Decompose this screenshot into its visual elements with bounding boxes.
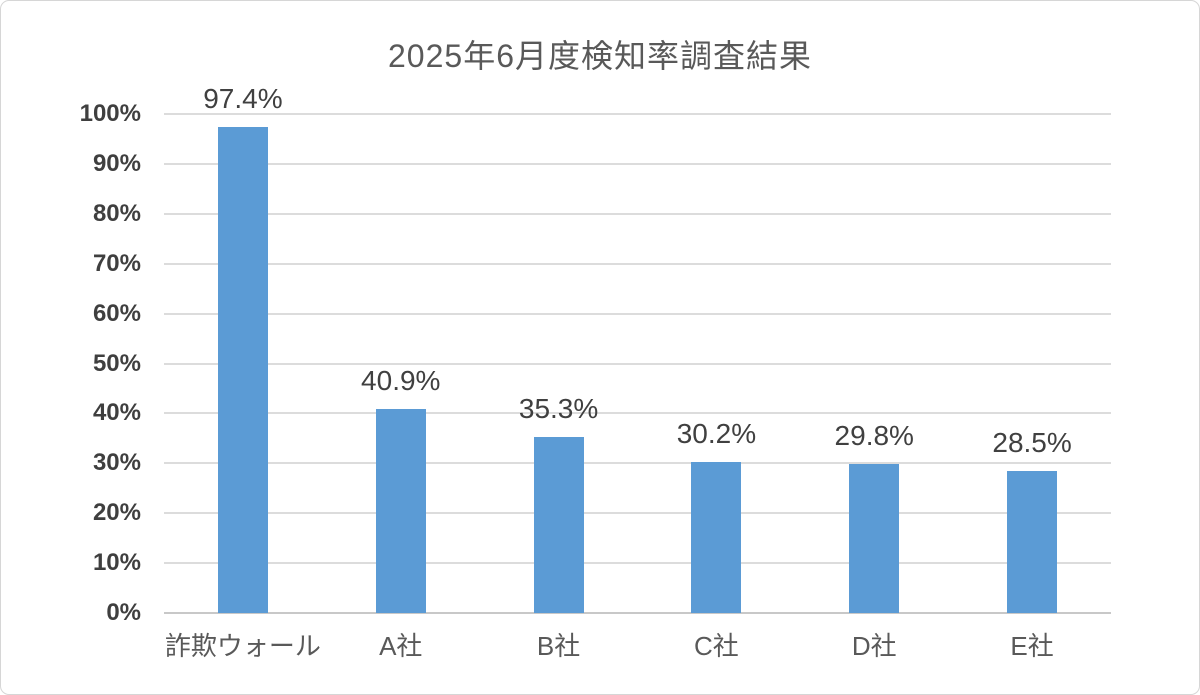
gridline: [164, 262, 1111, 265]
bar-value-label: 28.5%: [992, 427, 1072, 458]
chart-bar: [217, 127, 268, 613]
y-tick-label: 70%: [92, 249, 141, 277]
gridline: [164, 462, 1111, 465]
x-tick-label: 詐欺ウォール: [164, 631, 321, 661]
chart-bar: [533, 437, 584, 613]
y-tick-label: 0%: [106, 599, 141, 626]
y-tick-label: 60%: [92, 299, 141, 327]
y-tick-label: 100%: [79, 100, 141, 127]
gridline: [164, 412, 1111, 415]
y-tick-label: 50%: [92, 349, 141, 377]
gridline: [164, 113, 1111, 115]
chart-bar: [691, 462, 742, 613]
chart-bar: [1007, 471, 1058, 613]
bar-value-label: 30.2%: [676, 418, 757, 449]
x-tick-label: B社: [536, 631, 581, 661]
x-tick-label: D社: [851, 631, 897, 661]
y-tick-label: 30%: [92, 449, 141, 477]
bar-value-label: 29.8%: [834, 420, 914, 451]
bar-value-label: 40.9%: [361, 365, 441, 396]
y-tick-label: 90%: [92, 149, 141, 177]
y-tick-label: 40%: [92, 399, 141, 427]
x-axis-line: [164, 612, 1111, 614]
gridline: [164, 212, 1111, 215]
gridline: [164, 562, 1111, 565]
bar-value-label: 35.3%: [518, 393, 599, 424]
chart-bar: [849, 464, 900, 613]
gridline: [164, 512, 1111, 515]
y-tick-label: 10%: [92, 549, 141, 577]
x-tick-label: C社: [694, 631, 739, 661]
x-tick-label: E社: [1010, 631, 1054, 661]
gridline: [164, 362, 1111, 365]
bar-value-label: 97.4%: [203, 83, 283, 114]
chart-bar: [375, 409, 426, 613]
x-tick-label: A社: [379, 631, 423, 661]
y-tick-label: 20%: [92, 499, 141, 527]
chart-title: 2025年6月度検知率調査結果: [388, 38, 812, 74]
plot-area: 97.4% 40.9% 35.3% 30.2% 29.8% 28.5%: [164, 84, 1111, 614]
gridline: [164, 312, 1111, 315]
gridline: [164, 162, 1111, 165]
y-tick-label: 80%: [92, 199, 141, 227]
